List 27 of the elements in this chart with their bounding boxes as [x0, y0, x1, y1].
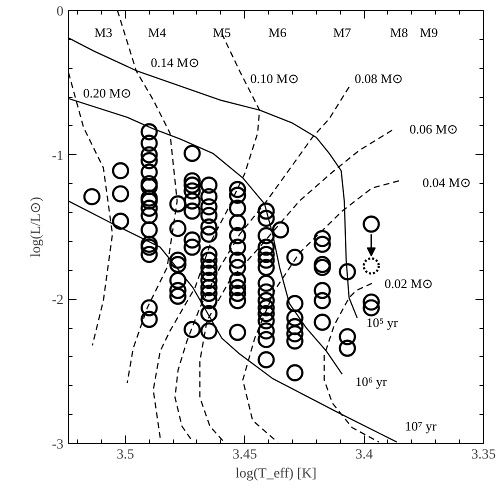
annotation: 0.20 M⊙ [83, 85, 132, 100]
annotation: 10⁵ yr [366, 314, 398, 330]
x-tick-label: 3.4 [355, 448, 373, 462]
annotation: 0.10 M⊙ [250, 70, 299, 86]
annotation: M4 [148, 24, 167, 40]
y-axis-title: log(L/L⊙) [28, 196, 44, 258]
annotation: M7 [333, 24, 352, 40]
annotation: 0.14 M⊙ [150, 54, 200, 70]
annotation: 0.08 M⊙ [354, 70, 404, 86]
annotation: 0.02 M⊙ [384, 276, 434, 291]
x-tick-label: 3.45 [232, 448, 257, 462]
annotation: M6 [268, 24, 287, 40]
annotation: 0.04 M⊙ [422, 174, 472, 190]
annotation: M3 [94, 24, 112, 40]
y-tick-label: -2 [52, 293, 64, 308]
annotation: 10⁷ yr [404, 418, 438, 434]
annotation: M9 [420, 24, 438, 40]
y-tick-label: -1 [52, 148, 64, 164]
y-tick-label: -3 [52, 438, 64, 452]
x-tick-label: 3.35 [471, 448, 496, 462]
annotation: M8 [390, 24, 408, 40]
x-axis-title: log(T_eff) [K] [236, 466, 317, 482]
annotation: 10⁶ yr [355, 374, 388, 389]
x-tick-label: 3.5 [116, 448, 134, 462]
annotation: 0.06 M⊙ [410, 121, 458, 136]
annotation: M5 [212, 24, 231, 40]
y-tick-label: 0 [56, 4, 64, 20]
